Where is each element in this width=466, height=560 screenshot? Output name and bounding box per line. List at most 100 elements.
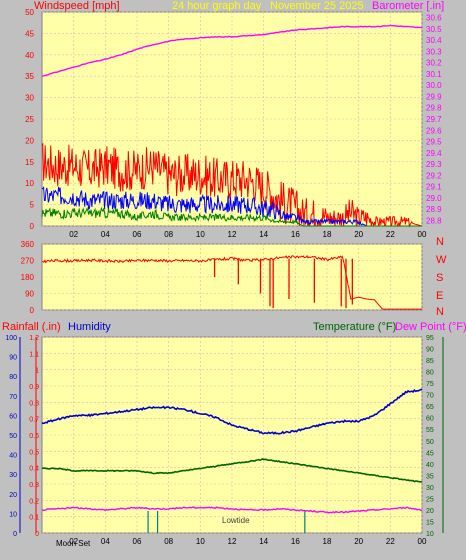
climate-series <box>41 388 423 533</box>
dewpoint-line <box>41 506 422 514</box>
direction-series <box>41 254 422 310</box>
humidity-y-tick-label: 0 <box>13 531 17 538</box>
chart-subtitle: November 25 2025 <box>270 0 364 12</box>
climate-x-tick-label: 16 <box>291 537 300 546</box>
rain-y-tick-label: 0.7 <box>29 417 39 424</box>
temp-y-tick-label: 50 <box>426 439 434 446</box>
humidity-y-tick-label: 20 <box>9 492 17 499</box>
rain-y-tick-label: 0 <box>35 531 39 538</box>
barometer-y-tick-label: 30.1 <box>426 70 442 79</box>
rain-y-tick-label: 1.1 <box>29 351 39 358</box>
rain-y-tick-label: 0.2 <box>29 498 39 505</box>
barometer-y-tick-label: 29.5 <box>426 138 442 147</box>
barometer-y-tick-label: 29.3 <box>426 160 442 169</box>
wind-x-tick-label: 10 <box>196 230 205 239</box>
barometer-y-tick-label: 29.6 <box>426 126 442 135</box>
barometer-y-tick-label: 29.4 <box>426 149 442 158</box>
barometer-y-tick-label: 29.1 <box>426 183 442 192</box>
temp-y-tick-label: 85 <box>426 358 434 365</box>
wind-y-tick-label: 15 <box>25 158 34 167</box>
wind-x-tick-label: 14 <box>259 230 268 239</box>
temperature-axis-title: Temperature (°F) <box>313 321 396 333</box>
compass-label: W <box>436 254 447 266</box>
temp-y-tick-label: 20 <box>426 508 434 515</box>
temp-y-tick-label: 30 <box>426 485 434 492</box>
climate-x-tick-label: 10 <box>196 537 205 546</box>
wind-y-tick-label: 30 <box>25 94 34 103</box>
humidity-y-tick-label: 60 <box>9 413 17 420</box>
wind-x-tick-label: 20 <box>354 230 363 239</box>
rain-y-tick-label: 1 <box>35 368 39 375</box>
humidity-y-tick-label: 80 <box>9 374 17 381</box>
humidity-axis-title: Humidity <box>68 321 111 333</box>
barometer-y-tick-label: 30.6 <box>426 14 442 23</box>
compass-label: S <box>436 272 443 284</box>
climate-grid <box>42 336 423 534</box>
wind-series <box>41 24 423 228</box>
barometer-y-tick-label: 30.4 <box>426 36 442 45</box>
compass-label: N <box>436 236 444 248</box>
wind-x-tick-label: 08 <box>164 230 173 239</box>
barometer-y-tick-label: 30.3 <box>426 47 442 56</box>
climate-x-tick-label: 18 <box>323 537 332 546</box>
temperature-line <box>41 457 423 483</box>
wind-y-tick-label: 35 <box>25 72 34 81</box>
humidity-y-tick-label: 100 <box>5 335 17 342</box>
wind-y-tick-label: 10 <box>25 179 34 188</box>
wind-y-tick-label: 45 <box>25 29 34 38</box>
temp-y-tick-label: 25 <box>426 496 434 503</box>
lowtide-annotation: Lowtide <box>222 516 250 525</box>
rain-y-tick-label: 0.4 <box>29 466 39 473</box>
wind-x-tick-label: 16 <box>291 230 300 239</box>
temp-y-tick-label: 40 <box>426 462 434 469</box>
climate-x-tick-label: 06 <box>133 537 142 546</box>
rain-y-tick-label: 0.9 <box>29 384 39 391</box>
wind-y-tick-label: 5 <box>30 201 35 210</box>
rainfall-axis-title: Rainfall (.in) <box>2 321 61 333</box>
barometer-y-tick-label: 28.9 <box>426 205 442 214</box>
temp-y-tick-label: 60 <box>426 416 434 423</box>
rain-y-tick-label: 0.6 <box>29 433 39 440</box>
temp-y-tick-label: 80 <box>426 370 434 377</box>
temp-y-tick-label: 45 <box>426 450 434 457</box>
climate-x-tick-label: 08 <box>164 537 173 546</box>
temp-y-tick-label: 55 <box>426 427 434 434</box>
climate-x-tick-label: 22 <box>386 537 395 546</box>
direction-y-tick-label: 90 <box>25 290 34 299</box>
climate-x-tick-label: 02 <box>69 537 78 546</box>
temp-y-tick-label: 15 <box>426 519 434 526</box>
temp-y-tick-label: 90 <box>426 347 434 354</box>
wind-y-tick-label: 50 <box>25 8 34 17</box>
temp-y-tick-label: 95 <box>426 335 434 342</box>
moon-set-annotation: Moon Set <box>56 539 91 548</box>
barometer-y-tick-label: 29.2 <box>426 171 442 180</box>
dewpoint-axis-title: Dew Point (°F) <box>395 321 466 333</box>
wind-x-tick-label: 00 <box>418 230 427 239</box>
direction-y-tick-label: 270 <box>21 257 35 266</box>
direction-grid <box>42 243 423 311</box>
direction-y-tick-label: 0 <box>30 306 35 315</box>
rain-y-tick-label: 0.1 <box>29 515 39 522</box>
wind-y-tick-label: 40 <box>25 51 34 60</box>
barometer-y-tick-label: 28.8 <box>426 216 442 225</box>
humidity-y-tick-label: 40 <box>9 453 17 460</box>
climate-x-tick-label: 20 <box>354 537 363 546</box>
wind-x-tick-label: 04 <box>101 230 110 239</box>
wind-axis-title: Windspeed [mph] <box>34 0 120 12</box>
temp-y-tick-label: 10 <box>426 531 434 538</box>
temp-y-tick-label: 70 <box>426 393 434 400</box>
climate-x-tick-label: 00 <box>418 537 427 546</box>
barometer-y-tick-label: 29.7 <box>426 115 442 124</box>
barometer-line <box>41 24 423 77</box>
barometer-y-tick-label: 30.0 <box>426 81 442 90</box>
wind-x-tick-label: 12 <box>228 230 237 239</box>
rain-y-tick-label: 0.3 <box>29 482 39 489</box>
wind-x-tick-label: 18 <box>323 230 332 239</box>
direction-line <box>41 254 422 310</box>
barometer-y-tick-label: 29.9 <box>426 92 442 101</box>
wind-y-tick-label: 20 <box>25 136 34 145</box>
compass-label: N <box>436 306 444 318</box>
